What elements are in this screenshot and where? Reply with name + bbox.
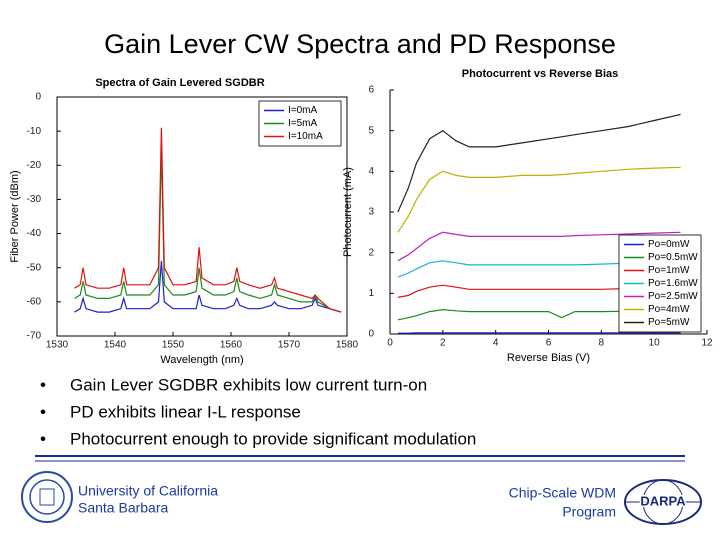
y-tick-label: -60: [27, 296, 42, 307]
bullet-dot: •: [40, 429, 46, 448]
x-tick-label: 0: [387, 338, 393, 349]
legend-label: Po=1mW: [648, 265, 690, 276]
x-tick-label: 1530: [46, 340, 69, 351]
ucsb-seal: [21, 471, 73, 523]
x-tick-label: 1560: [220, 340, 243, 351]
series-line: [397, 231, 681, 262]
y-tick-label: -30: [27, 194, 42, 205]
program: Chip-Scale WDM: [509, 485, 616, 501]
y-tick-label: -20: [27, 160, 42, 171]
bullet-dot: •: [40, 402, 46, 421]
y-tick-label: 2: [368, 247, 374, 258]
x-tick-label: 8: [599, 338, 605, 349]
series-line: [397, 260, 681, 278]
darpa-logo: [624, 479, 702, 525]
y-tick-label: 4: [368, 166, 374, 177]
slide-title: Gain Lever CW Spectra and PD Response: [104, 29, 616, 59]
series-line: [397, 166, 681, 233]
x-axis-label: Wavelength (nm): [160, 354, 243, 366]
program: Program: [562, 504, 616, 520]
darpa-text: DARPA: [640, 493, 686, 508]
series-line: [74, 127, 342, 313]
x-tick-label: 10: [649, 338, 661, 349]
chart-title: Spectra of Gain Levered SGDBR: [95, 77, 264, 89]
y-tick-label: 6: [368, 85, 374, 96]
y-tick-label: 0: [35, 92, 41, 103]
legend-label: I=0mA: [288, 105, 318, 116]
series-line: [74, 148, 342, 313]
university: University of California: [78, 483, 218, 499]
y-tick-label: -10: [27, 126, 42, 137]
legend-label: I=5mA: [288, 118, 318, 129]
x-tick-label: 12: [701, 338, 713, 349]
series-line: [397, 308, 681, 321]
chart: Spectra of Gain Levered SGDBR 1530 1540 155…: [9, 77, 359, 366]
x-axis-label: Reverse Bias (V): [507, 352, 590, 364]
bullet: PD exhibits linear I-L response: [70, 402, 301, 421]
y-tick-label: -70: [27, 331, 42, 342]
y-tick-label: 5: [368, 125, 374, 136]
x-tick-label: 1550: [162, 340, 185, 351]
legend-label: Po=2.5mW: [648, 291, 698, 302]
bullet: Gain Lever SGDBR exhibits low current tu…: [70, 375, 427, 394]
x-tick-label: 1540: [104, 340, 127, 351]
y-tick-label: 1: [368, 288, 374, 299]
x-tick-label: 4: [493, 338, 499, 349]
series-line: [74, 260, 342, 313]
series-line: [397, 113, 681, 213]
x-tick-label: 1580: [336, 340, 359, 351]
y-tick-label: -50: [27, 262, 42, 273]
university: Santa Barbara: [78, 500, 168, 516]
bullet: Photocurrent enough to provide significa…: [70, 429, 476, 448]
y-axis-label: Photocurrent (mA): [342, 167, 354, 257]
legend-label: Po=0mW: [648, 239, 690, 250]
y-tick-label: -40: [27, 228, 42, 239]
x-tick-label: 2: [440, 338, 446, 349]
legend-box: [258, 100, 342, 147]
series-line: [397, 284, 681, 298]
y-axis-label: Fiber Power (dBm): [9, 170, 21, 262]
bullet-dot: •: [40, 375, 46, 394]
x-tick-label: 1570: [278, 340, 301, 351]
legend-label: Po=0.5mW: [648, 252, 698, 263]
legend-label: Po=1.6mW: [648, 278, 698, 289]
x-tick-label: 6: [546, 338, 552, 349]
chart-title: Photocurrent vs Reverse Bias: [462, 68, 619, 80]
y-tick-label: 3: [368, 207, 374, 218]
legend-label: I=10mA: [288, 131, 323, 142]
y-tick-label: 0: [368, 329, 374, 340]
legend-label: Po=4mW: [648, 304, 690, 315]
legend-label: Po=5mW: [648, 317, 690, 328]
